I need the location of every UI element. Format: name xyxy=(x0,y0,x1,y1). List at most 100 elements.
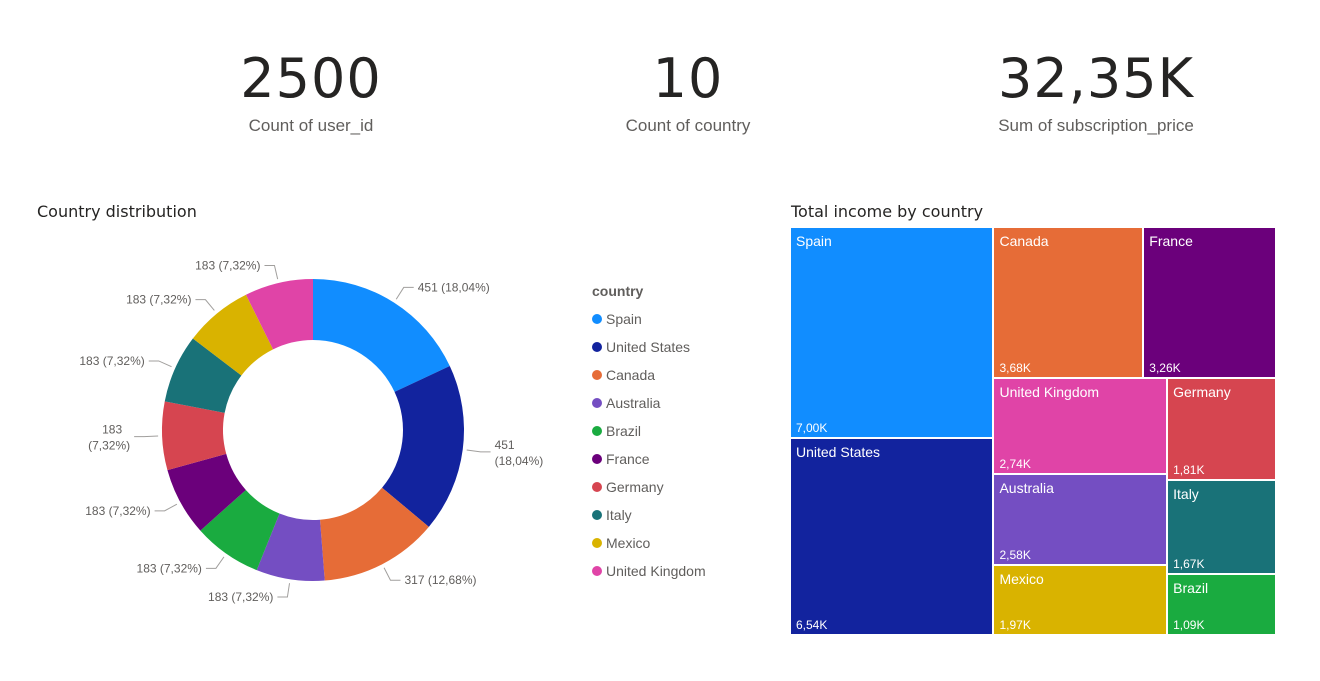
donut-leader-line xyxy=(195,299,215,311)
donut-slice-united-kingdom[interactable] xyxy=(245,279,313,350)
legend-label: Brazil xyxy=(606,423,642,439)
donut-slice-mexico[interactable] xyxy=(192,294,274,376)
legend-label: United States xyxy=(606,339,691,355)
donut-slice-italy[interactable] xyxy=(164,338,242,413)
legend-item-france[interactable]: France xyxy=(592,445,706,473)
treemap-cell-label: Canada xyxy=(999,233,1049,249)
donut-slice-canada[interactable] xyxy=(320,487,429,581)
legend-label: Mexico xyxy=(606,535,651,551)
donut-chart-title: Country distribution xyxy=(37,202,197,221)
donut-data-label: 183 (7,32%) xyxy=(85,504,150,518)
legend-item-australia[interactable]: Australia xyxy=(592,389,706,417)
kpi-card-subscription-sum: 32,35K Sum of subscription_price xyxy=(946,44,1246,136)
legend-label: France xyxy=(606,451,650,467)
legend-marker xyxy=(592,454,602,464)
treemap-cell-label: France xyxy=(1149,233,1193,249)
treemap-cell-label: Australia xyxy=(999,480,1054,497)
legend-marker xyxy=(592,342,602,352)
donut-data-label: 183 (7,32%) xyxy=(88,423,130,453)
treemap-cell-italy[interactable]: Italy 1,67K xyxy=(1167,479,1276,574)
donut-chart: 451 (18,04%) 451 (18,04%) 317 (12,68%) 183 (… xyxy=(79,258,544,604)
treemap-cell-mexico[interactable]: Mexico 1,97K xyxy=(993,565,1168,635)
treemap-cell-australia[interactable]: Australia 2,58K xyxy=(993,474,1168,566)
donut-slice-united-states[interactable] xyxy=(382,366,464,527)
kpi-label: Sum of subscription_price xyxy=(998,116,1194,135)
legend-marker xyxy=(592,482,602,492)
donut-data-label: 183 (7,32%) xyxy=(126,293,191,307)
donut-data-label: 183 (7,32%) xyxy=(195,258,260,272)
treemap-cell-value: 1,81K xyxy=(1173,462,1205,477)
donut-leader-line xyxy=(148,360,172,368)
treemap-cell-label: Germany xyxy=(1173,383,1231,400)
legend-marker xyxy=(592,426,602,436)
donut-leader-line xyxy=(466,449,491,453)
legend-item-mexico[interactable]: Mexico xyxy=(592,529,706,557)
kpi-card-country-count: 10 Count of country xyxy=(538,44,838,136)
legend-label: Germany xyxy=(606,479,664,495)
donut-slice-germany[interactable] xyxy=(162,401,227,471)
kpi-value: 2500 xyxy=(240,47,382,110)
legend-item-italy[interactable]: Italy xyxy=(592,501,706,529)
legend-item-spain[interactable]: Spain xyxy=(592,305,706,333)
treemap-title: Total income by country xyxy=(791,202,984,221)
legend-item-united-kingdom[interactable]: United Kingdom xyxy=(592,557,706,585)
kpi-value: 32,35K xyxy=(997,47,1194,110)
legend-item-canada[interactable]: Canada xyxy=(592,361,706,389)
treemap-cell-value: 7,00K xyxy=(796,420,828,435)
treemap-cell-brazil[interactable]: Brazil 1,09K xyxy=(1167,573,1276,635)
donut-leader-line xyxy=(395,286,414,300)
legend-marker xyxy=(592,370,602,380)
legend-marker xyxy=(592,566,602,576)
donut-leader-line xyxy=(154,503,178,512)
legend-label: Canada xyxy=(606,367,656,383)
legend-label: Spain xyxy=(606,311,642,327)
treemap-cell-united-states[interactable]: United States 6,54K xyxy=(790,437,994,635)
kpi-card-user-count: 2500 Count of user_id xyxy=(161,44,461,136)
donut-slice-spain[interactable] xyxy=(313,279,450,392)
legend-item-germany[interactable]: Germany xyxy=(592,473,706,501)
donut-data-label: 451 (18,04%) xyxy=(418,280,490,294)
legend-title: country xyxy=(592,283,644,299)
treemap-cell-value: 1,67K xyxy=(1173,556,1205,571)
treemap-cell-value: 6,54K xyxy=(796,617,828,632)
kpi-label: Count of user_id xyxy=(248,116,374,135)
treemap-cell-spain[interactable]: Spain 7,00K xyxy=(790,227,994,438)
donut-leader-line xyxy=(264,264,279,280)
donut-leader-line xyxy=(134,435,159,438)
treemap-cell-france[interactable]: France 3,26K xyxy=(1143,227,1276,378)
legend-item-brazil[interactable]: Brazil xyxy=(592,417,706,445)
donut-leader-line xyxy=(277,583,291,598)
treemap-cell-germany[interactable]: Germany 1,81K xyxy=(1167,377,1276,480)
treemap-cell-label: Italy xyxy=(1173,485,1199,502)
treemap-cell-value: 3,68K xyxy=(999,360,1031,375)
treemap-cell-label: Spain xyxy=(796,233,832,249)
treemap-cell-canada[interactable]: Canada 3,68K xyxy=(993,227,1144,378)
donut-data-label: 451 (18,04%) xyxy=(495,438,544,468)
donut-data-label: 183 (7,32%) xyxy=(137,561,202,575)
donut-slice-australia[interactable] xyxy=(256,513,325,581)
donut-legend: country Spain United States Canada Australi… xyxy=(592,283,706,585)
donut-slice-france[interactable] xyxy=(167,453,246,531)
treemap-cell-united-kingdom[interactable]: United Kingdom 2,74K xyxy=(993,377,1168,475)
donut-data-label: 183 (7,32%) xyxy=(208,590,273,604)
kpi-label: Count of country xyxy=(625,116,751,135)
legend-label: Australia xyxy=(606,395,661,411)
legend-item-united-states[interactable]: United States xyxy=(592,333,706,361)
donut-data-label: 317 (12,68%) xyxy=(404,573,476,587)
legend-marker xyxy=(592,510,602,520)
treemap-chart: Spain 7,00K United States 6,54K Canada 3,68K F… xyxy=(790,227,1276,635)
treemap-cell-label: Brazil xyxy=(1173,579,1209,596)
legend-label: United Kingdom xyxy=(606,563,706,579)
treemap-cell-label: Mexico xyxy=(999,571,1044,588)
treemap-cell-label: United States xyxy=(796,443,881,460)
treemap-cell-value: 3,26K xyxy=(1149,360,1181,375)
legend-marker xyxy=(592,314,602,324)
legend-label: Italy xyxy=(606,507,632,523)
treemap-cell-value: 2,74K xyxy=(999,457,1031,472)
donut-data-label: 183 (7,32%) xyxy=(79,354,144,368)
donut-leader-line xyxy=(383,567,401,581)
donut-slice-brazil[interactable] xyxy=(200,489,280,571)
treemap-cell-value: 1,09K xyxy=(1173,617,1205,632)
legend-marker xyxy=(592,538,602,548)
donut-leader-line xyxy=(205,556,225,569)
